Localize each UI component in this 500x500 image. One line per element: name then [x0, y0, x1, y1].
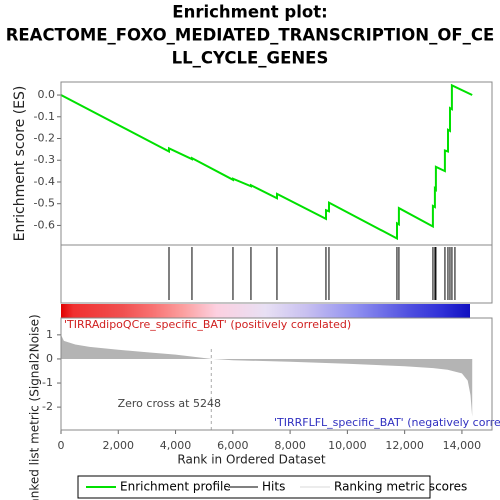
metric-area	[61, 334, 473, 417]
y-tick-label: -0.3	[34, 153, 55, 166]
plot-frame	[60, 317, 493, 431]
annotation-positive: 'TIRRAdipoQCre_specific_BAT' (positively…	[64, 318, 351, 331]
x-axis-label: Rank in Ordered Dataset	[177, 453, 325, 467]
y-tick-label: -0.6	[34, 218, 55, 231]
y-axis-label: Enrichment score (ES)	[12, 86, 28, 242]
x-tick-label: 6,000	[217, 439, 249, 452]
y-tick-label: 0	[46, 352, 53, 365]
es-line	[60, 83, 473, 241]
x-tick-label: 4,000	[160, 439, 192, 452]
y-tick-label: -0.1	[34, 110, 55, 123]
y-axis-label: Ranked list metric (Signal2Noise)	[28, 314, 42, 500]
legend-label: Hits	[262, 480, 285, 494]
x-tick-label: 14,000	[443, 439, 482, 452]
y-tick-label: -1	[42, 376, 53, 389]
zero-cross-label: Zero cross at 5248	[118, 397, 221, 410]
rank-color-bar	[61, 304, 470, 318]
x-tick-label: 0	[58, 439, 65, 452]
y-tick-label: -0.4	[34, 175, 55, 188]
plot-frame	[60, 81, 493, 246]
y-tick-label: -2	[42, 400, 53, 413]
y-tick-label: -0.5	[34, 197, 55, 210]
annotation-negative: 'TIRRFLFL_specific_BAT' (negatively corr…	[274, 416, 500, 429]
y-tick-label: 0.0	[38, 88, 56, 101]
legend-label: Enrichment profile	[120, 480, 231, 494]
x-tick-label: 10,000	[328, 439, 367, 452]
chart-title: Enrichment plot:	[172, 3, 327, 22]
y-tick-label: 1	[46, 328, 53, 341]
x-tick-label: 2,000	[103, 439, 135, 452]
legend-label: Ranking metric scores	[334, 480, 467, 494]
plot-frame	[60, 244, 493, 304]
x-tick-label: 12,000	[385, 439, 424, 452]
chart-title: REACTOME_FOXO_MEDIATED_TRANSCRIPTION_OF_…	[6, 26, 495, 45]
chart-title: LL_CYCLE_GENES	[172, 49, 329, 68]
y-tick-label: -0.2	[34, 132, 55, 145]
x-tick-label: 8,000	[274, 439, 306, 452]
